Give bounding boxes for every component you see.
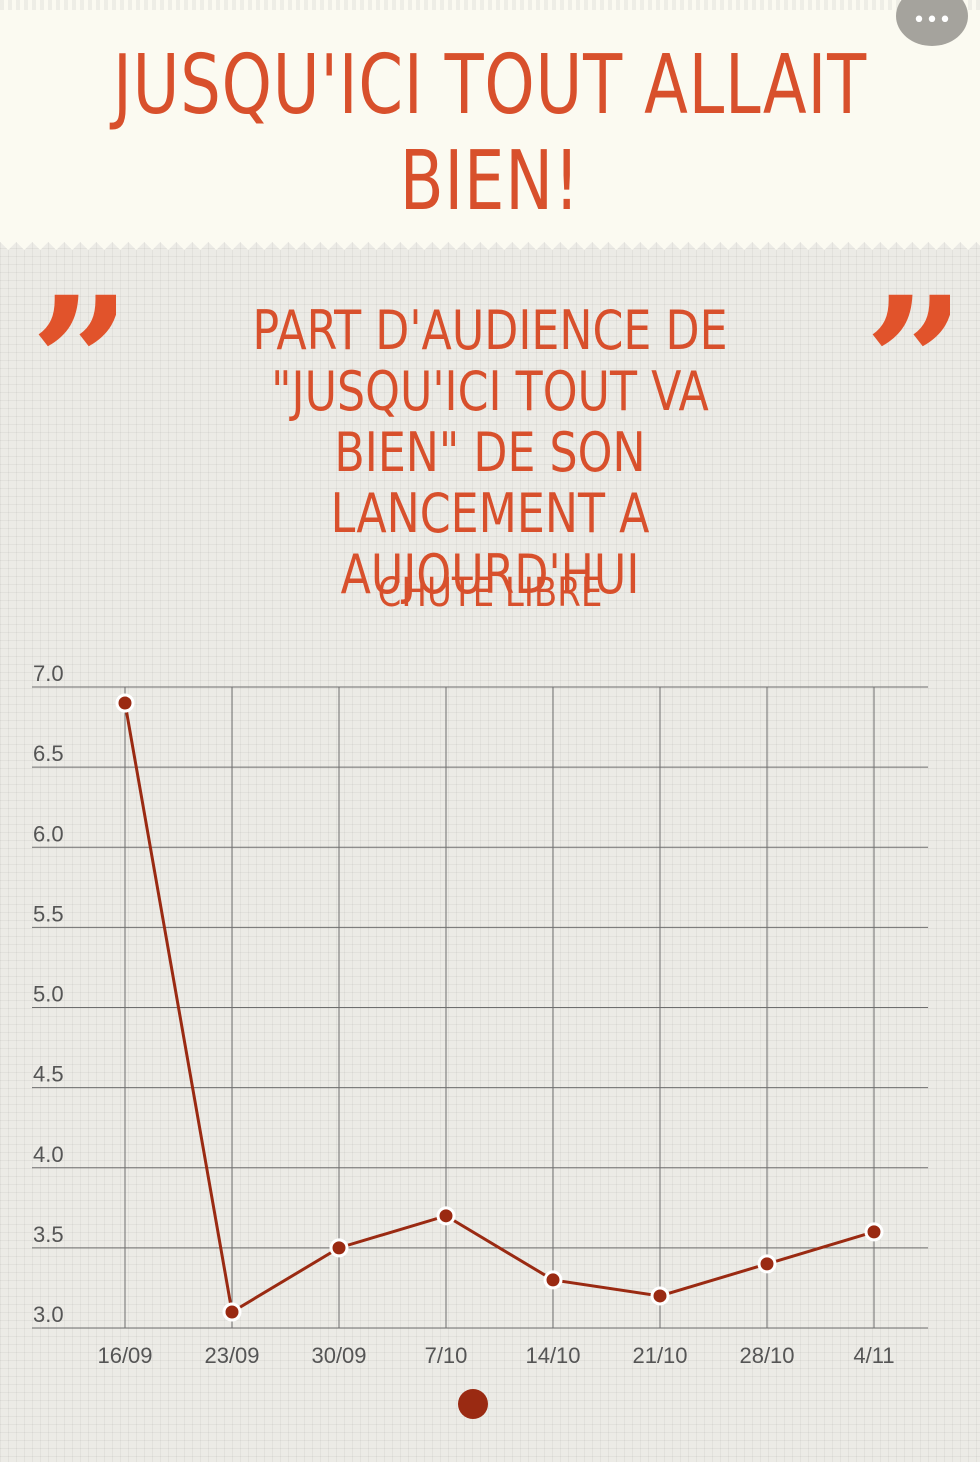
quote-left-icon: ” — [30, 282, 116, 382]
x-tick-label: 4/11 — [853, 1343, 894, 1368]
data-point — [329, 1238, 349, 1258]
y-tick-label: 7.0 — [33, 661, 64, 686]
x-tick-label: 21/10 — [632, 1343, 687, 1368]
quote-right-icon: ” — [864, 282, 950, 382]
data-point — [222, 1302, 242, 1322]
y-tick-label: 3.0 — [33, 1302, 64, 1327]
page-title: JUSQU'ICI TOUT ALLAIT BIEN! — [113, 38, 867, 229]
data-point — [864, 1222, 884, 1242]
chart-caption: CHUTE LIBRE — [377, 570, 603, 616]
y-tick-label: 4.0 — [33, 1142, 64, 1167]
pager-dot[interactable] — [458, 1389, 488, 1419]
y-tick-label: 3.5 — [33, 1222, 64, 1247]
header-zigzag-edge — [0, 242, 980, 254]
line-chart: 3.0 3.5 4.0 4.5 5.0 5.5 6.0 6.5 7.0 16/09 23/09 30/… — [32, 661, 928, 1368]
x-tick-label: 23/09 — [204, 1343, 259, 1368]
y-tick-label: 5.0 — [33, 982, 64, 1007]
x-tick-label: 14/10 — [525, 1343, 580, 1368]
y-tick-label: 4.5 — [33, 1062, 64, 1087]
y-tick-label: 6.0 — [33, 821, 64, 846]
more-options-button[interactable]: ••• — [896, 0, 968, 46]
header-banner: JUSQU'ICI TOUT ALLAIT BIEN! — [0, 0, 980, 242]
data-point — [757, 1254, 777, 1274]
x-tick-label: 30/09 — [311, 1343, 366, 1368]
data-point — [543, 1270, 563, 1290]
series-line — [123, 702, 875, 1315]
data-point — [650, 1286, 670, 1306]
chart-subtitle: PART D'AUDIENCE DE "JUSQU'ICI TOUT VA BI… — [252, 299, 728, 606]
x-tick-label: 16/09 — [97, 1343, 152, 1368]
y-tick-label: 6.5 — [33, 741, 64, 766]
y-tick-label: 5.5 — [33, 901, 64, 926]
header-top-edge — [0, 0, 980, 10]
data-point — [115, 693, 135, 713]
data-point — [436, 1206, 456, 1226]
x-tick-label: 7/10 — [425, 1343, 468, 1368]
x-tick-label: 28/10 — [739, 1343, 794, 1368]
more-dots-icon: ••• — [912, 8, 952, 33]
